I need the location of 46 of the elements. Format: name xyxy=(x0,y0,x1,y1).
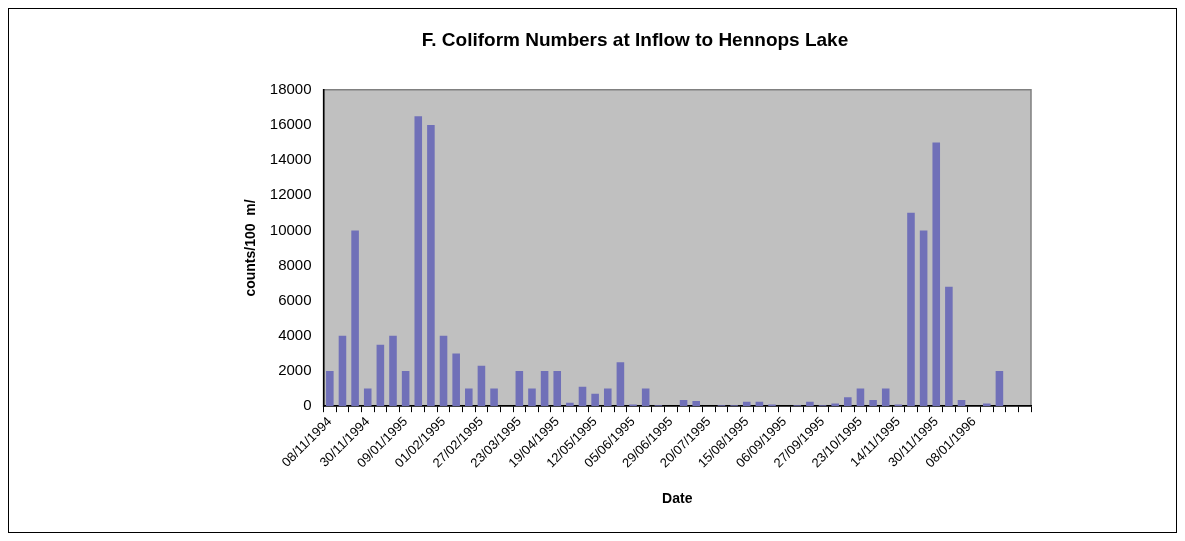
bar xyxy=(401,371,410,407)
bar xyxy=(528,388,536,407)
bar xyxy=(869,400,877,407)
y-tick-label: 16000 xyxy=(269,115,312,133)
bar xyxy=(376,344,385,407)
bar xyxy=(806,401,814,407)
bar xyxy=(742,401,751,407)
bar xyxy=(465,388,473,407)
bar xyxy=(326,371,334,407)
y-tick-label: 4000 xyxy=(278,326,312,343)
bar xyxy=(338,335,347,407)
bar xyxy=(515,371,524,407)
chart-title: F. Coliform Numbers at Inflow to Hennops Lake xyxy=(421,28,849,50)
bar xyxy=(553,371,562,407)
bar xyxy=(616,362,625,407)
y-tick-label: 14000 xyxy=(269,150,312,168)
bar xyxy=(477,365,486,407)
y-tick-label: 0 xyxy=(303,396,312,414)
bar xyxy=(414,116,423,407)
bar xyxy=(578,386,587,407)
bar xyxy=(692,400,700,407)
bar xyxy=(363,388,372,407)
bar xyxy=(351,230,359,407)
bar xyxy=(881,388,890,407)
y-tick-label: 8000 xyxy=(278,255,312,273)
y-tick-label: 2000 xyxy=(278,361,312,379)
bar xyxy=(945,286,953,407)
bar xyxy=(389,335,397,407)
y-tick-label: 6000 xyxy=(278,290,312,308)
y-tick-label: 12000 xyxy=(269,185,312,203)
y-tick-label: 18000 xyxy=(269,79,312,97)
y-tick-label: 10000 xyxy=(269,220,312,238)
x-axis-title: Date xyxy=(662,490,693,507)
bar xyxy=(490,388,498,407)
bar xyxy=(427,124,435,407)
bar xyxy=(844,397,852,407)
bar xyxy=(591,393,599,407)
y-axis-title: counts/100 m/ xyxy=(242,199,259,297)
bar xyxy=(907,212,915,407)
bar xyxy=(995,371,1004,407)
bar xyxy=(919,230,928,407)
bar xyxy=(452,353,460,407)
bar xyxy=(603,388,612,407)
bar xyxy=(932,142,941,407)
bar xyxy=(439,335,448,407)
bar xyxy=(540,371,549,407)
